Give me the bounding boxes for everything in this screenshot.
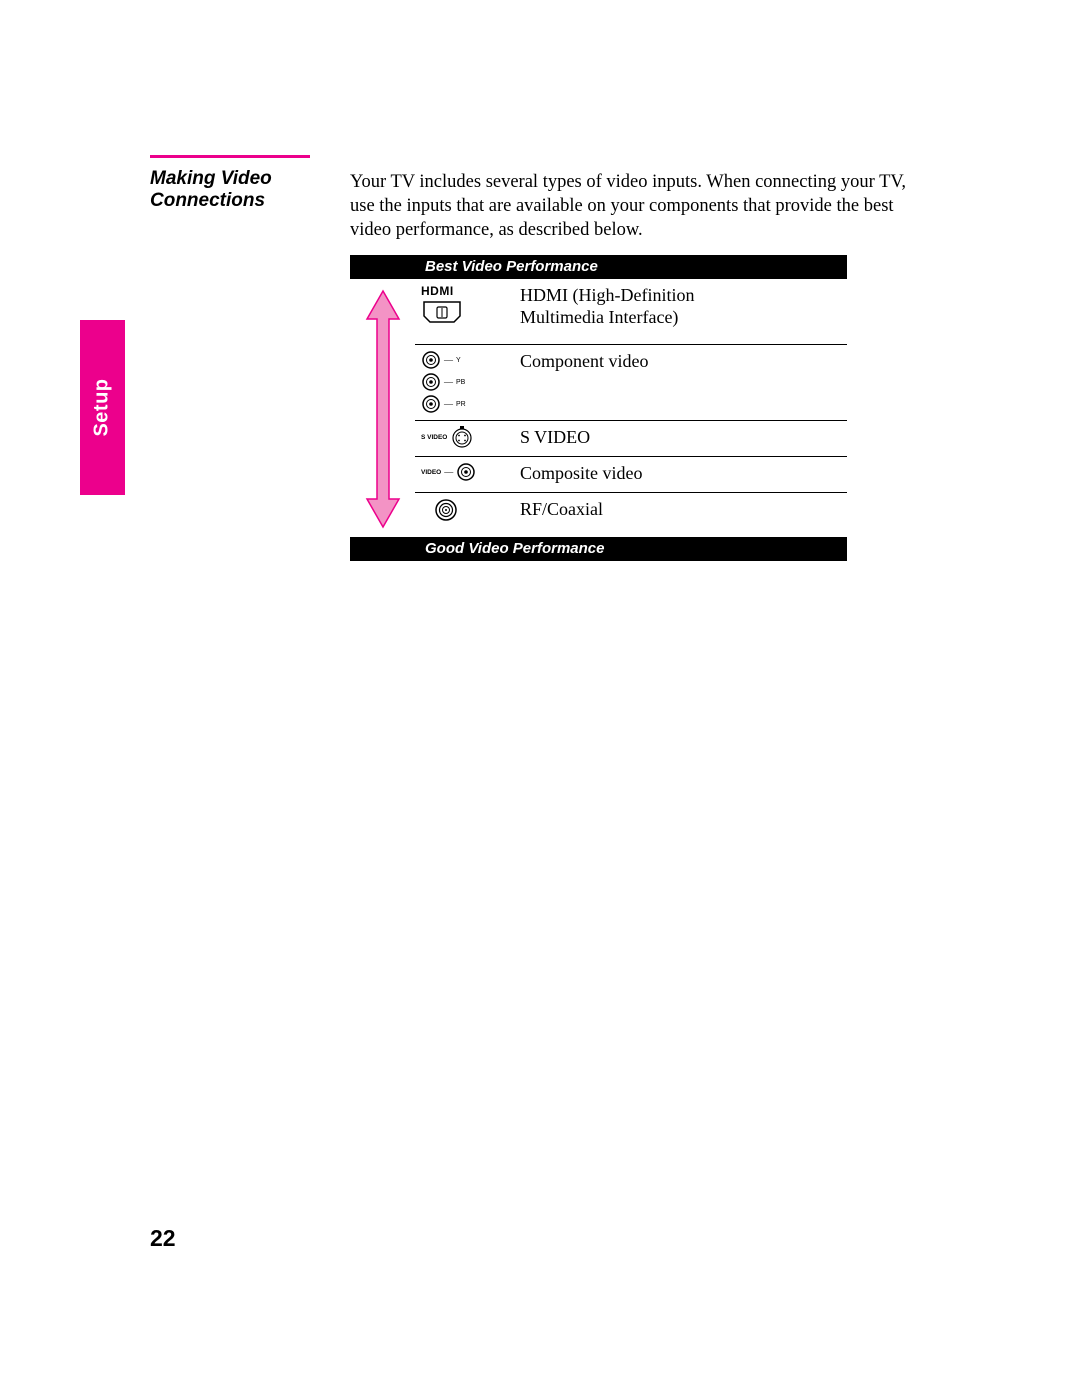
component-pb-label: PB: [456, 379, 465, 386]
heading-line-1: Making Video: [150, 168, 272, 189]
svideo-icon-label: S VIDEO: [421, 434, 447, 441]
row-label-line1: HDMI (High-Definition: [520, 285, 694, 305]
table-row: HDMI HDMI (High-Definition Multimedia In…: [415, 279, 847, 345]
svideo-connector-icon: S VIDEO: [415, 426, 520, 448]
rca-jack-icon: [421, 372, 441, 392]
hdmi-connector-icon: HDMI: [415, 284, 520, 326]
section-heading: Making Video Connections: [150, 168, 330, 212]
row-label: RF/Coaxial: [520, 498, 603, 521]
video-performance-table: Best Video Performance HDMI: [350, 255, 847, 561]
row-label-line2: Multimedia Interface): [520, 307, 678, 327]
coaxial-port-icon: [434, 498, 458, 522]
table-row: RF/Coaxial: [415, 493, 847, 529]
component-y-label: Y: [456, 357, 461, 364]
chapter-tab-label: Setup: [91, 378, 114, 436]
svideo-port-icon: [450, 426, 474, 448]
table-header-bottom: Good Video Performance: [350, 537, 847, 561]
component-connector-icon: — Y — PB: [415, 350, 520, 414]
rca-jack-icon: [421, 394, 441, 414]
table-header-top: Best Video Performance: [350, 255, 847, 279]
row-label: Composite video: [520, 462, 643, 485]
section-heading-block: Making Video Connections: [150, 155, 330, 212]
table-body: HDMI HDMI (High-Definition Multimedia In…: [350, 279, 847, 537]
component-pr-label: PR: [456, 401, 466, 408]
hdmi-port-icon: [421, 298, 463, 326]
row-label: HDMI (High-Definition Multimedia Interfa…: [520, 284, 694, 328]
table-row: — Y — PB: [415, 345, 847, 421]
intro-paragraph: Your TV includes several types of video …: [350, 170, 910, 242]
heading-line-2: Connections: [150, 190, 265, 211]
table-row: VIDEO — Composite video: [415, 457, 847, 493]
quality-arrow: [365, 289, 401, 529]
row-label: S VIDEO: [520, 426, 590, 449]
hdmi-logo-text: HDMI: [421, 284, 454, 298]
chapter-tab: Setup: [80, 320, 125, 495]
rca-jack-icon: [421, 350, 441, 370]
table-row: S VIDEO S VIDEO: [415, 421, 847, 457]
page-number: 22: [150, 1225, 176, 1252]
composite-icon-label: VIDEO: [421, 469, 441, 476]
magenta-rule: [150, 155, 310, 158]
composite-connector-icon: VIDEO —: [415, 462, 520, 482]
double-arrow-icon: [365, 289, 401, 529]
rca-jack-icon: [456, 462, 476, 482]
coaxial-connector-icon: [415, 498, 520, 522]
row-label: Component video: [520, 350, 649, 373]
